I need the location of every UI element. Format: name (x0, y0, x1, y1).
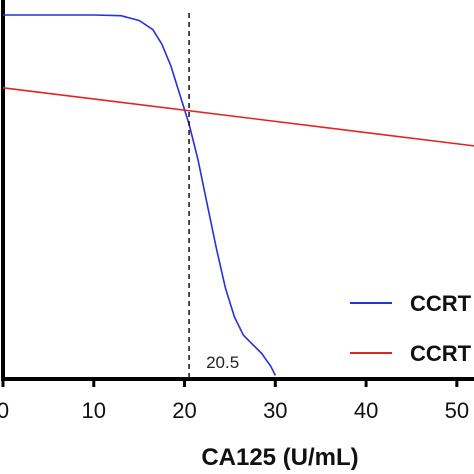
x-tick-label-5: 50 (445, 398, 469, 423)
x-tick-label-2: 20 (172, 398, 196, 423)
series-line-1 (2, 87, 474, 147)
x-tick-label-3: 30 (263, 398, 287, 423)
reference-line-label: 20.5 (206, 353, 239, 372)
legend: CCRT CCRT (350, 291, 472, 366)
series-layer (2, 14, 474, 376)
x-tick-label-1: 10 (82, 398, 106, 423)
legend-label-0: CCRT (410, 291, 472, 316)
legend-label-1: CCRT (410, 341, 472, 366)
x-axis-title: CA125 (U/mL) (201, 444, 358, 471)
x-tick-label-0: 0 (0, 398, 9, 423)
x-tick-labels: 0 10 20 30 40 50 (0, 398, 469, 423)
axes (1, 0, 474, 381)
x-ticks (1, 379, 459, 387)
series-line-0 (3, 14, 277, 376)
x-tick-label-4: 40 (354, 398, 378, 423)
